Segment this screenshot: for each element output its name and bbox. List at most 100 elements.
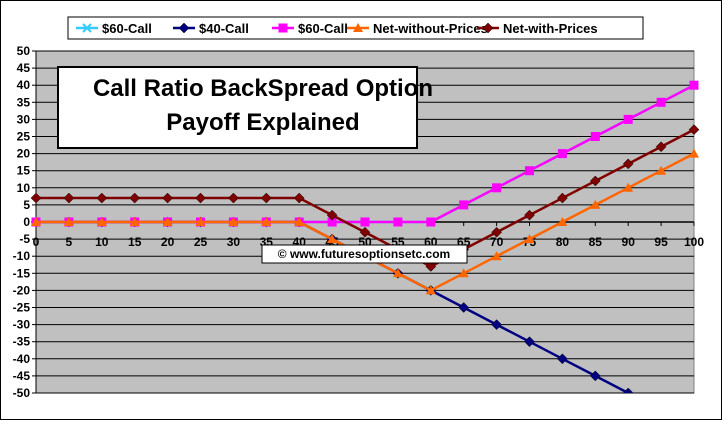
x-tick-label: 80	[556, 235, 570, 249]
series-point-3	[294, 217, 305, 226]
x-tick-label: 90	[622, 235, 636, 249]
series-point-3	[656, 165, 667, 175]
series-point-1	[491, 319, 502, 330]
series-point-3	[689, 148, 699, 158]
series-point-4	[491, 226, 502, 238]
y-tick-label: 5	[23, 198, 30, 212]
series-point-1	[458, 302, 470, 313]
series-4	[30, 124, 700, 272]
series-point-2	[525, 166, 534, 176]
series-point-2	[590, 132, 600, 141]
x-tick-label: 100	[684, 235, 704, 249]
series-point-1	[524, 336, 535, 348]
y-tick-label: 15	[17, 164, 31, 178]
series-point-3	[129, 217, 140, 226]
y-tick-label: 0	[23, 215, 30, 229]
series-point-2	[557, 149, 567, 159]
y-tick-label: 40	[17, 78, 31, 92]
series-layer	[30, 80, 700, 393]
series-point-4	[162, 192, 173, 204]
series-point-4	[524, 209, 535, 221]
series-point-4	[622, 158, 634, 170]
gridlines	[36, 50, 694, 394]
x-tick-label: 0	[33, 235, 40, 249]
legend: $60-Call $40-Call $60-Call Net-without-Pric…	[67, 16, 644, 40]
x-tick-label: 25	[194, 235, 208, 249]
series-point-2	[360, 217, 370, 227]
legend-item-1: $40-Call	[173, 21, 249, 36]
y-tick-label: -50	[13, 386, 31, 400]
series-point-4	[655, 141, 667, 153]
series-point-2	[623, 114, 633, 124]
y-tick-label: -15	[13, 266, 31, 280]
x-tick-label: 5	[66, 235, 73, 249]
legend-item-2: $60-Call	[272, 21, 348, 36]
y-tick-label: 25	[17, 130, 31, 144]
legend-swatch-marker	[278, 23, 288, 33]
series-point-3	[261, 217, 272, 226]
legend-swatch-marker	[353, 23, 363, 32]
y-tick-label: 20	[17, 147, 31, 161]
y-tick-label: -35	[13, 335, 31, 349]
chart-title-box: Call Ratio BackSpread Option Payoff Expl…	[57, 66, 433, 149]
legend-swatch-marker	[82, 23, 92, 33]
series-point-3	[327, 234, 338, 244]
series-point-3	[458, 268, 469, 278]
series-point-3	[392, 268, 403, 278]
y-tick-label: -20	[13, 283, 31, 297]
y-tick-label: -40	[13, 352, 31, 366]
series-point-1	[557, 353, 568, 365]
series-point-2	[393, 217, 403, 227]
series-point-2	[492, 183, 502, 193]
series-point-3	[557, 217, 568, 226]
series-point-4	[228, 192, 239, 204]
title-line-1: Call Ratio BackSpread Option	[93, 75, 433, 102]
legend-item-0: $60-Call	[76, 21, 152, 36]
y-tick-label: 50	[17, 44, 31, 58]
legend-item-4: Net-with-Prices	[477, 21, 598, 36]
series-point-3	[96, 217, 107, 226]
legend-label: Net-without-Prices	[373, 21, 488, 36]
legend-swatch-marker	[178, 22, 190, 34]
x-tick-label: 85	[589, 235, 603, 249]
series-point-1	[622, 387, 634, 393]
x-tick-label: 10	[95, 235, 109, 249]
series-point-2	[426, 217, 436, 227]
legend-label: $60-Call	[298, 21, 348, 36]
series-point-4	[195, 192, 206, 204]
series-point-3	[623, 182, 634, 192]
series-point-4	[260, 192, 272, 204]
y-tick-label: 10	[17, 181, 31, 195]
y-tick-label: 35	[17, 95, 31, 109]
legend-label: $60-Call	[102, 21, 152, 36]
series-point-1	[589, 370, 601, 382]
y-tick-label: -30	[13, 318, 31, 332]
y-tick-label: -5	[19, 232, 30, 246]
series-point-3	[31, 217, 41, 226]
series-point-4	[63, 192, 75, 204]
series-point-3	[491, 251, 502, 261]
watermark-box: © www.futuresoptionsetc.com	[261, 244, 468, 264]
legend-label: Net-with-Prices	[503, 21, 598, 36]
series-point-3	[195, 217, 206, 226]
series-point-4	[326, 209, 338, 221]
y-tick-label: 30	[17, 112, 31, 126]
series-point-4	[589, 175, 601, 187]
watermark-bg	[261, 244, 468, 264]
x-tick-label: 20	[161, 235, 175, 249]
series-point-4	[129, 192, 141, 204]
y-tick-label: -10	[13, 249, 31, 263]
y-tick-label: -25	[13, 301, 31, 315]
title-box	[57, 66, 418, 149]
y-tick-label: -45	[13, 369, 31, 383]
series-point-4	[30, 192, 42, 204]
series-point-2	[656, 97, 666, 107]
series-point-2	[689, 80, 699, 90]
series-point-3	[228, 217, 239, 226]
x-tick-label: 15	[128, 235, 142, 249]
series-point-4	[293, 192, 305, 204]
series-point-3	[63, 217, 74, 226]
series-point-2	[327, 217, 337, 227]
